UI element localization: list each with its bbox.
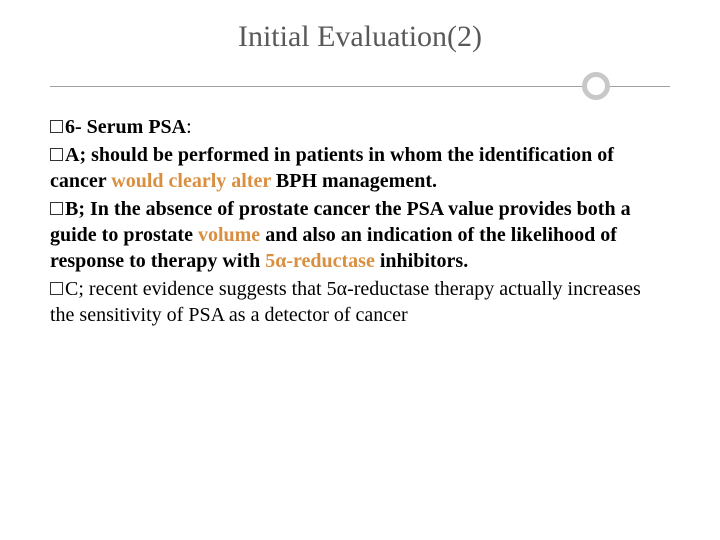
bullet-item-c: C; recent evidence suggests that 5α-redu… bbox=[50, 276, 670, 328]
divider-circle-icon bbox=[582, 72, 610, 100]
text-b-orange2: 5α-reductase bbox=[265, 250, 380, 272]
checkbox-icon bbox=[50, 202, 63, 215]
slide-title: Initial Evaluation(2) bbox=[50, 20, 670, 54]
text-serum-psa: Serum PSA bbox=[87, 116, 186, 138]
bullet-item-a: A; should be performed in patients in wh… bbox=[50, 142, 670, 194]
text-colon: : bbox=[186, 116, 192, 138]
text-b-part3: inhibitors. bbox=[380, 250, 468, 272]
divider-line bbox=[50, 86, 670, 87]
title-divider bbox=[50, 72, 670, 102]
slide-container: Initial Evaluation(2) 6- Serum PSA: A; s… bbox=[0, 0, 720, 540]
text-b-part1: In the absence of prostate cancer bbox=[90, 198, 375, 220]
text-b-orange1: volume bbox=[198, 224, 265, 246]
bullet-item-6: 6- Serum PSA: bbox=[50, 114, 670, 140]
text-c-body: recent evidence suggests that 5α-reducta… bbox=[50, 278, 641, 326]
content-body: 6- Serum PSA: A; should be performed in … bbox=[50, 114, 670, 328]
text-num: 6- bbox=[65, 116, 87, 138]
checkbox-icon bbox=[50, 282, 63, 295]
text-a-orange: would clearly alter bbox=[111, 170, 276, 192]
checkbox-icon bbox=[50, 120, 63, 133]
text-a-part2: BPH management. bbox=[276, 170, 437, 192]
text-a-prefix: A; bbox=[65, 144, 91, 166]
bullet-item-b: B; In the absence of prostate cancer the… bbox=[50, 196, 670, 274]
text-b-prefix: B; bbox=[65, 198, 90, 220]
checkbox-icon bbox=[50, 148, 63, 161]
text-c-prefix: C; bbox=[65, 278, 89, 300]
